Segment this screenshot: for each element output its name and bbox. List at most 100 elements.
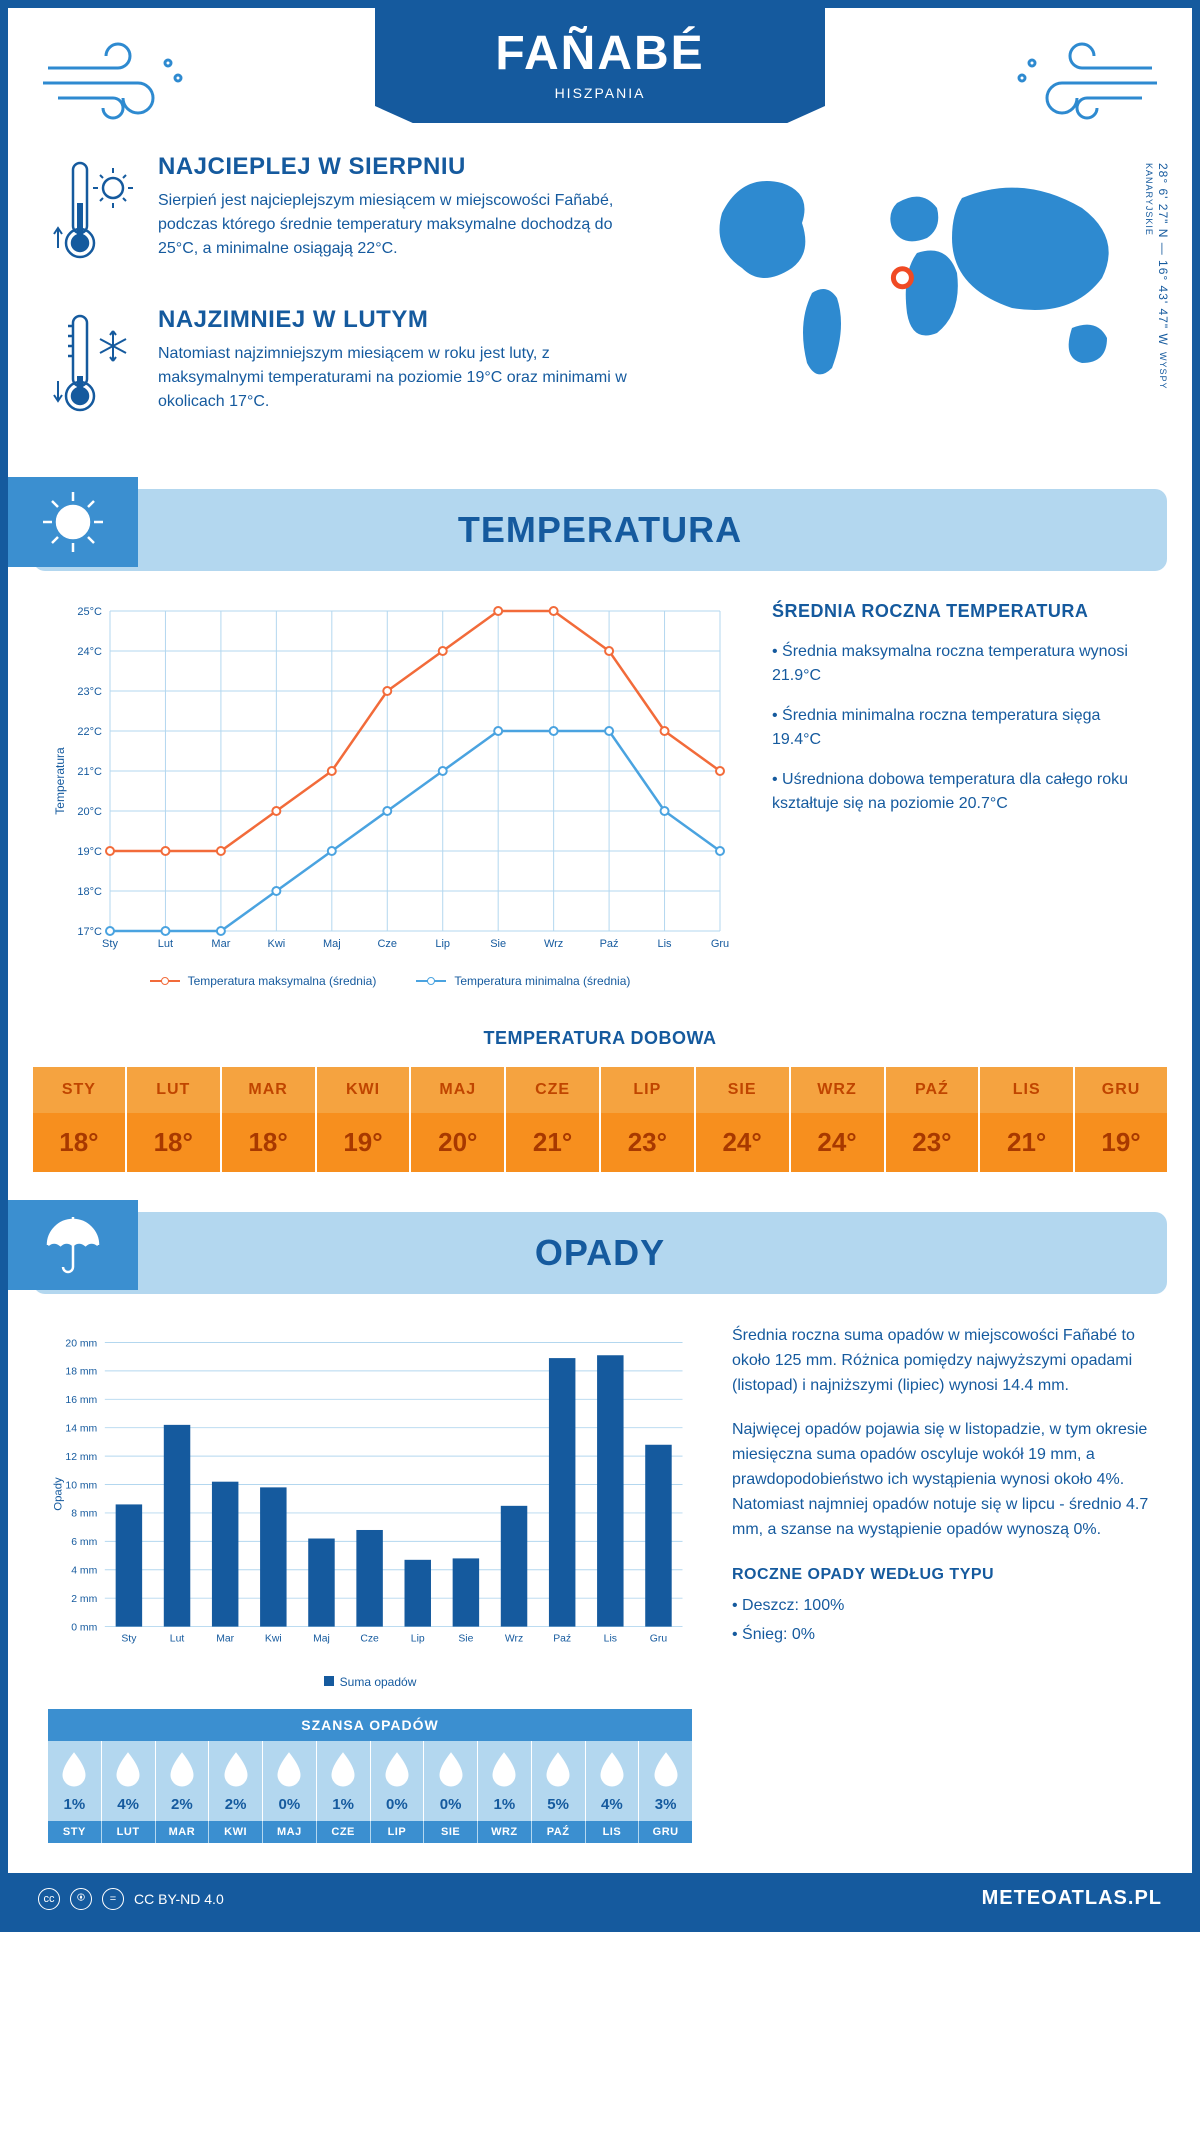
cold-summary: NAJZIMNIEJ W LUTYM Natomiast najzimniejs… <box>48 306 642 431</box>
svg-text:Lip: Lip <box>411 1634 425 1645</box>
svg-text:22°C: 22°C <box>77 726 102 738</box>
svg-text:23°C: 23°C <box>77 686 102 698</box>
daily-temp-title: TEMPERATURA DOBOWA <box>8 1028 1192 1049</box>
svg-text:Mar: Mar <box>211 938 230 950</box>
chance-cell: 0% <box>424 1741 478 1821</box>
daily-temp-value: 23° <box>885 1113 980 1172</box>
daily-temp-value: 24° <box>695 1113 790 1172</box>
daily-temp-value: 18° <box>221 1113 316 1172</box>
svg-text:Cze: Cze <box>360 1634 379 1645</box>
license-text: CC BY-ND 4.0 <box>134 1891 224 1907</box>
wind-icon-left <box>38 8 198 118</box>
chance-cell: 5% <box>532 1741 586 1821</box>
cold-text: Natomiast najzimniejszym miesiącem w rok… <box>158 342 642 414</box>
country-label: HISZPANIA <box>495 85 704 101</box>
temperature-section-header: TEMPERATURA <box>33 489 1167 571</box>
temperature-info: ŚREDNIA ROCZNA TEMPERATURA • Średnia mak… <box>772 601 1152 988</box>
svg-text:Temperatura: Temperatura <box>53 747 67 815</box>
svg-text:Wrz: Wrz <box>544 938 563 950</box>
legend-item: Temperatura minimalna (średnia) <box>416 974 630 988</box>
temperature-header: TEMPERATURA <box>33 509 1167 551</box>
chance-cell: 0% <box>263 1741 317 1821</box>
sun-icon <box>8 477 138 567</box>
svg-text:Gru: Gru <box>650 1634 668 1645</box>
daily-month-header: STY <box>33 1067 126 1113</box>
svg-text:Sie: Sie <box>490 938 506 950</box>
daily-month-header: SIE <box>695 1067 790 1113</box>
svg-text:Lut: Lut <box>158 938 173 950</box>
daily-month-header: PAŹ <box>885 1067 980 1113</box>
svg-text:12 mm: 12 mm <box>65 1452 97 1463</box>
svg-text:Gru: Gru <box>711 938 729 950</box>
thermometer-sun-icon <box>48 153 138 278</box>
precip-legend: Suma opadów <box>48 1675 692 1689</box>
svg-text:Mar: Mar <box>216 1634 234 1645</box>
avg-temp-title: ŚREDNIA ROCZNA TEMPERATURA <box>772 601 1152 622</box>
daily-temp-table: STYLUTMARKWIMAJCZELIPSIEWRZPAŹLISGRU18°1… <box>33 1067 1167 1172</box>
daily-month-header: CZE <box>505 1067 600 1113</box>
svg-text:Cze: Cze <box>377 938 397 950</box>
chance-month-label: LUT <box>102 1821 156 1843</box>
svg-text:18 mm: 18 mm <box>65 1367 97 1378</box>
hot-summary: NAJCIEPLEJ W SIERPNIU Sierpień jest najc… <box>48 153 642 278</box>
daily-month-header: LUT <box>126 1067 221 1113</box>
footer: cc 🅯 = CC BY-ND 4.0 METEOATLAS.PL <box>8 1873 1192 1924</box>
page-title: FAÑABÉ <box>495 26 704 81</box>
by-icon: 🅯 <box>70 1888 92 1910</box>
svg-text:6 mm: 6 mm <box>71 1537 97 1548</box>
svg-text:Lip: Lip <box>435 938 450 950</box>
daily-month-header: LIP <box>600 1067 695 1113</box>
chance-cell: 4% <box>586 1741 640 1821</box>
chance-month-label: STY <box>48 1821 102 1843</box>
svg-text:24°C: 24°C <box>77 646 102 658</box>
chance-cell: 1% <box>48 1741 102 1821</box>
precip-section-header: OPADY <box>33 1212 1167 1294</box>
hot-text: Sierpień jest najcieplejszym miesiącem w… <box>158 189 642 261</box>
svg-text:Maj: Maj <box>323 938 341 950</box>
daily-month-header: WRZ <box>790 1067 885 1113</box>
svg-text:Sty: Sty <box>102 938 118 950</box>
svg-text:Maj: Maj <box>313 1634 330 1645</box>
cold-title: NAJZIMNIEJ W LUTYM <box>158 306 642 334</box>
title-banner: FAÑABÉ HISZPANIA <box>375 8 824 123</box>
chance-cell: 1% <box>478 1741 532 1821</box>
chance-cell: 4% <box>102 1741 156 1821</box>
chance-cell: 3% <box>639 1741 692 1821</box>
chance-cell: 2% <box>156 1741 210 1821</box>
svg-text:0 mm: 0 mm <box>71 1622 97 1633</box>
daily-month-header: KWI <box>316 1067 411 1113</box>
world-map: 28° 6' 27" N — 16° 43' 47" WWYSPY KANARY… <box>672 153 1152 459</box>
precip-type-item: • Śnieg: 0% <box>732 1623 1152 1648</box>
svg-text:Lis: Lis <box>658 938 673 950</box>
site-name: METEOATLAS.PL <box>982 1887 1162 1910</box>
chance-cell: 1% <box>317 1741 371 1821</box>
chance-month-label: LIS <box>586 1821 640 1843</box>
chance-title: SZANSA OPADÓW <box>48 1709 692 1741</box>
chance-cell: 2% <box>209 1741 263 1821</box>
precip-p1: Średnia roczna suma opadów w miejscowośc… <box>732 1324 1152 1398</box>
daily-month-header: LIS <box>979 1067 1074 1113</box>
svg-text:25°C: 25°C <box>77 606 102 618</box>
nd-icon: = <box>102 1888 124 1910</box>
daily-temp-value: 18° <box>33 1113 126 1172</box>
temp-bullet: • Średnia maksymalna roczna temperatura … <box>772 640 1152 688</box>
daily-month-header: MAR <box>221 1067 316 1113</box>
precip-header: OPADY <box>33 1232 1167 1274</box>
svg-text:Sty: Sty <box>121 1634 137 1645</box>
daily-temp-value: 19° <box>1074 1113 1167 1172</box>
temp-bullet: • Uśredniona dobowa temperatura dla całe… <box>772 768 1152 816</box>
precip-type-item: • Deszcz: 100% <box>732 1594 1152 1619</box>
precip-chance-table: SZANSA OPADÓW 1%4%2%2%0%1%0%0%1%5%4%3% S… <box>48 1709 692 1843</box>
chance-month-label: GRU <box>639 1821 692 1843</box>
chance-month-label: CZE <box>317 1821 371 1843</box>
svg-text:20°C: 20°C <box>77 806 102 818</box>
svg-text:21°C: 21°C <box>77 766 102 778</box>
daily-temp-value: 24° <box>790 1113 885 1172</box>
svg-text:4 mm: 4 mm <box>71 1566 97 1577</box>
chance-cell: 0% <box>371 1741 425 1821</box>
svg-text:Kwi: Kwi <box>265 1634 282 1645</box>
precip-bar-chart: 0 mm2 mm4 mm6 mm8 mm10 mm12 mm14 mm16 mm… <box>48 1324 692 1689</box>
summary-row: NAJCIEPLEJ W SIERPNIU Sierpień jest najc… <box>8 123 1192 479</box>
svg-text:19°C: 19°C <box>77 846 102 858</box>
svg-text:10 mm: 10 mm <box>65 1480 97 1491</box>
